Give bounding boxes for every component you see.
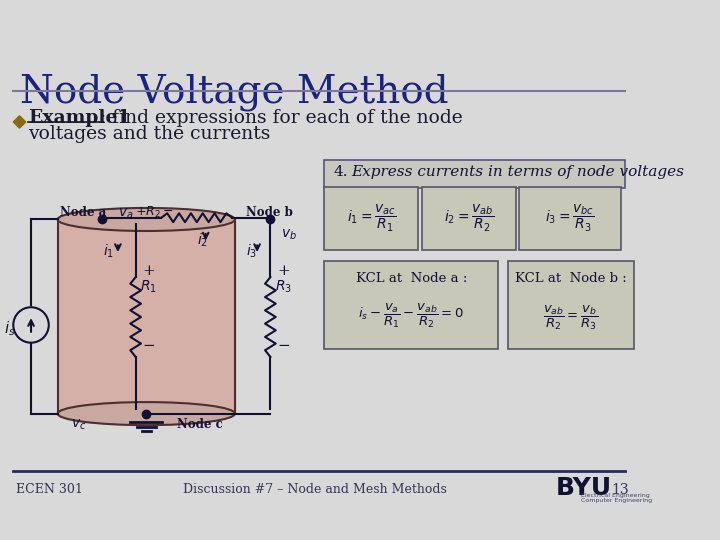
Text: KCL at  Node b :: KCL at Node b : (515, 272, 627, 285)
Polygon shape (58, 219, 235, 414)
Text: $i_s - \dfrac{v_a}{R_1} - \dfrac{v_{ab}}{R_2} = 0$: $i_s - \dfrac{v_a}{R_1} - \dfrac{v_{ab}}… (359, 302, 464, 330)
Text: Example1: Example1 (28, 109, 131, 127)
Text: KCL at  Node a :: KCL at Node a : (356, 272, 467, 285)
Text: $i_s$: $i_s$ (4, 320, 16, 339)
FancyBboxPatch shape (422, 187, 516, 251)
Text: $i_1$: $i_1$ (103, 242, 114, 260)
Text: ECEN 301: ECEN 301 (16, 483, 83, 496)
Text: BYU: BYU (556, 476, 612, 500)
FancyBboxPatch shape (508, 261, 634, 349)
Ellipse shape (58, 208, 235, 231)
FancyBboxPatch shape (325, 187, 418, 251)
Text: Node a: Node a (60, 206, 107, 219)
Text: $+ R_2 -$: $+ R_2 -$ (135, 205, 174, 220)
Text: $i_2 = \dfrac{v_{ab}}{R_2}$: $i_2 = \dfrac{v_{ab}}{R_2}$ (444, 203, 494, 234)
Text: Discussion #7 – Node and Mesh Methods: Discussion #7 – Node and Mesh Methods (183, 483, 446, 496)
Text: +: + (143, 264, 156, 278)
Text: $v_b$: $v_b$ (281, 227, 297, 242)
Text: $i_1 = \dfrac{v_{ac}}{R_1}$: $i_1 = \dfrac{v_{ac}}{R_1}$ (347, 203, 396, 234)
FancyBboxPatch shape (325, 261, 498, 349)
FancyBboxPatch shape (325, 160, 625, 188)
Text: Express currents in terms of node voltages: Express currents in terms of node voltag… (351, 165, 684, 179)
Ellipse shape (58, 402, 235, 425)
Text: voltages and the currents: voltages and the currents (28, 125, 271, 143)
Text: 13: 13 (612, 483, 629, 497)
Text: Node b: Node b (246, 206, 293, 219)
Text: $i_3 = \dfrac{v_{bc}}{R_3}$: $i_3 = \dfrac{v_{bc}}{R_3}$ (545, 203, 595, 234)
Text: $i_2$: $i_2$ (197, 232, 208, 249)
Text: $\dfrac{v_{ab}}{R_2} = \dfrac{v_b}{R_3}$: $\dfrac{v_{ab}}{R_2} = \dfrac{v_b}{R_3}$ (544, 303, 598, 332)
Text: +: + (277, 264, 290, 278)
Text: $v_c$: $v_c$ (71, 418, 86, 433)
Polygon shape (13, 116, 26, 128)
Text: : find expressions for each of the node: : find expressions for each of the node (100, 109, 463, 127)
FancyBboxPatch shape (520, 187, 621, 251)
Text: $i_3$: $i_3$ (246, 242, 258, 260)
Text: −: − (143, 339, 156, 353)
Text: −: − (277, 339, 290, 353)
Text: 4.: 4. (333, 165, 348, 179)
Text: $v_a$: $v_a$ (118, 206, 133, 220)
Text: $R_3$: $R_3$ (275, 279, 292, 295)
Text: Node Voltage Method: Node Voltage Method (19, 73, 448, 111)
Text: Node c: Node c (177, 418, 223, 431)
Text: Electrical Engineering
Computer Engineering: Electrical Engineering Computer Engineer… (580, 492, 652, 503)
Text: $R_1$: $R_1$ (140, 279, 157, 295)
